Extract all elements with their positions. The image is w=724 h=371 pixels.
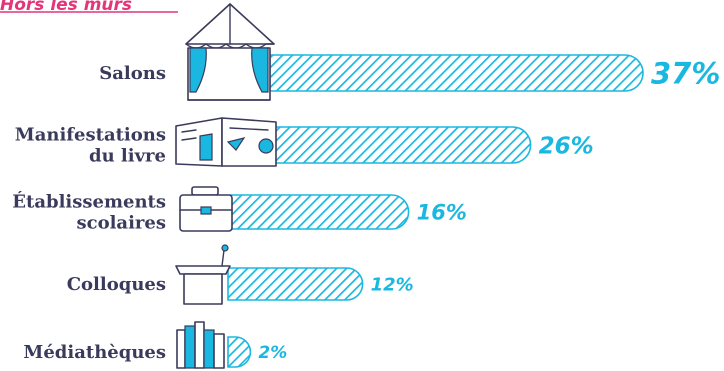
category-label: Colloques [67,274,166,295]
bar [227,336,252,368]
briefcase-icon [179,186,233,232]
lectern-icon [175,244,231,305]
books-icon [176,321,225,369]
category-label: Établissements scolaires [12,190,166,234]
newspaper-icon [175,117,277,167]
value-label: 16% [417,201,467,225]
bar [227,267,364,301]
value-label: 2% [258,343,287,363]
category-label: Manifestations du livre [15,125,166,167]
category-label: Médiathèques [23,342,166,363]
value-label: 12% [371,274,414,295]
bar [264,126,532,164]
bar [229,194,410,230]
bar [269,54,644,92]
value-label: 37% [651,56,720,90]
tent-icon [185,3,275,101]
value-label: 26% [539,133,594,159]
category-label: Salons [99,63,166,84]
